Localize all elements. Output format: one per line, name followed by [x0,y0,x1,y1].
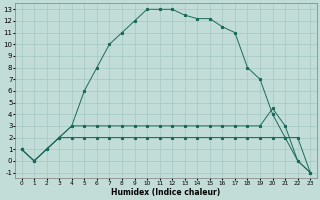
X-axis label: Humidex (Indice chaleur): Humidex (Indice chaleur) [111,188,220,197]
